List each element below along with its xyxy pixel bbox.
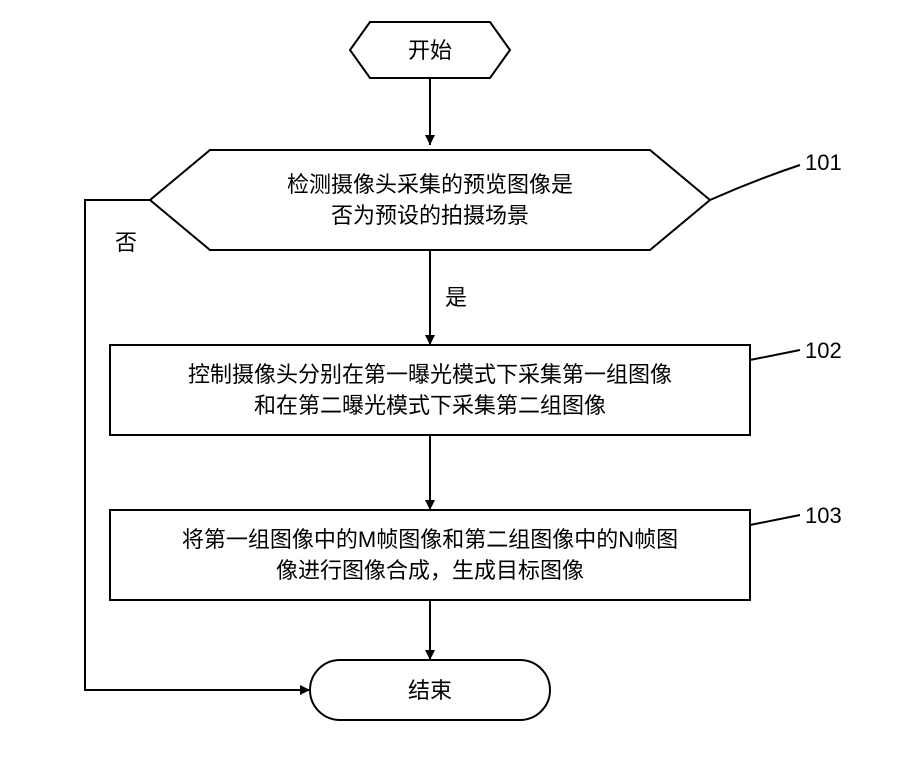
decision-label-line2: 否为预设的拍摄场景 [331,203,529,228]
step1-label-line2: 和在第二曝光模式下采集第二组图像 [254,393,606,418]
end-label: 结束 [310,676,550,707]
ref-line-101 [710,165,800,200]
ref-line-102 [750,350,800,360]
step2-label-line1: 将第一组图像中的M帧图像和第二组图像中的N帧图 [182,527,678,552]
step1-label: 控制摄像头分别在第一曝光模式下采集第一组图像 和在第二曝光模式下采集第二组图像 [110,360,750,422]
ref-101: 101 [805,150,842,176]
decision-label: 检测摄像头采集的预览图像是 否为预设的拍摄场景 [170,170,690,232]
edge-no [85,200,310,690]
yes-label: 是 [445,280,467,312]
step2-label: 将第一组图像中的M帧图像和第二组图像中的N帧图 像进行图像合成，生成目标图像 [110,525,750,587]
no-label: 否 [115,225,137,257]
step2-label-line2: 像进行图像合成，生成目标图像 [276,558,584,583]
decision-label-line1: 检测摄像头采集的预览图像是 [287,172,573,197]
ref-line-103 [750,515,800,525]
step1-label-line1: 控制摄像头分别在第一曝光模式下采集第一组图像 [188,362,672,387]
ref-103: 103 [805,503,842,529]
start-label: 开始 [350,36,510,67]
ref-102: 102 [805,338,842,364]
